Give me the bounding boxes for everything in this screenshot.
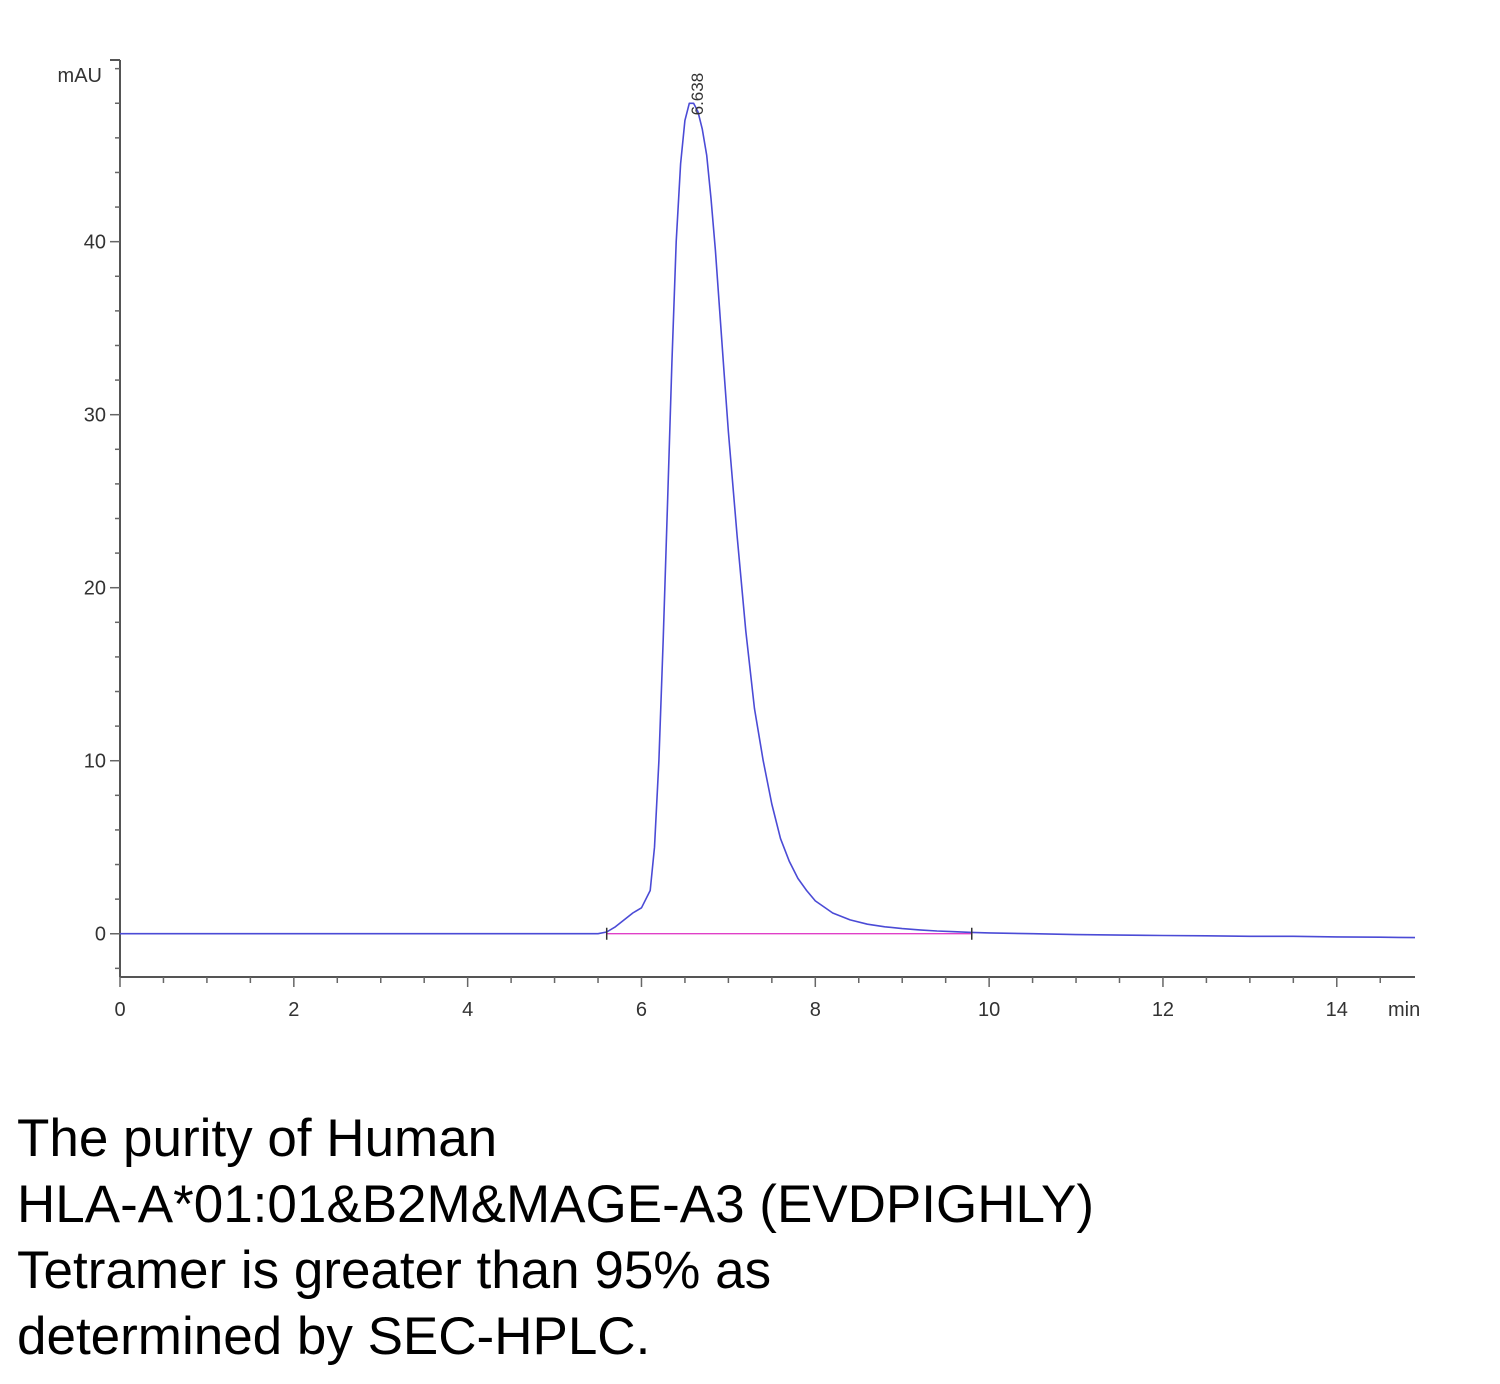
x-tick-label: 10: [978, 999, 1000, 1021]
x-tick-label: 6: [636, 999, 647, 1021]
y-tick-label: 10: [84, 751, 106, 773]
y-tick-label: 30: [84, 405, 106, 427]
series-layer: [120, 102, 1416, 940]
x-tick-label: 12: [1152, 999, 1174, 1021]
x-tick-label: 4: [462, 999, 473, 1021]
chromatogram-chart: 0 10 20 30 40 0 2 4 6 8 10 12 14 mAU min 6.638: [58, 59, 1420, 1021]
y-tick-label: 20: [84, 578, 106, 600]
caption-line-4: determined by SEC-HPLC.: [17, 1307, 651, 1366]
peak-label: 6.638: [688, 73, 707, 116]
y-tick-label: 0: [95, 924, 106, 946]
y-tick-label: 40: [84, 232, 106, 254]
x-tick-label: 0: [114, 999, 125, 1021]
caption-line-2: HLA-A*01:01&B2M&MAGE-A3 (EVDPIGHLY): [17, 1175, 1095, 1234]
x-tick-label: 14: [1326, 999, 1348, 1021]
caption-line-1: The purity of Human: [17, 1109, 498, 1168]
x-axis-ticks: 0 2 4 6 8 10 12 14: [114, 977, 1381, 1021]
y-axis-ticks: 0 10 20 30 40: [84, 67, 120, 970]
caption-line-3: Tetramer is greater than 95% as: [17, 1241, 772, 1300]
y-unit-label: mAU: [58, 65, 102, 87]
x-unit-label: min: [1388, 999, 1420, 1021]
signal-trace: [120, 102, 1416, 939]
x-tick-label: 8: [810, 999, 821, 1021]
x-tick-label: 2: [288, 999, 299, 1021]
caption: The purity of Human HLA-A*01:01&B2M&MAGE…: [17, 1106, 1477, 1370]
